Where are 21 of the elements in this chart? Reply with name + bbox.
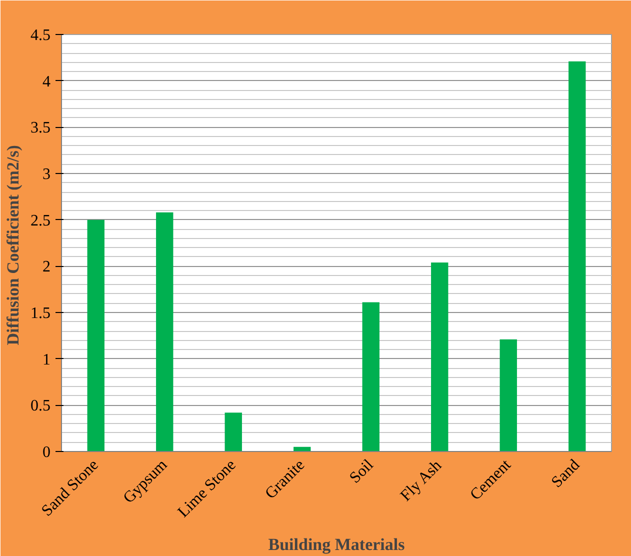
y-tick-label: 4.5 xyxy=(30,27,50,44)
y-tick-label: 1.5 xyxy=(30,305,50,322)
y-tick-label: 2.5 xyxy=(30,212,50,230)
x-tick-label: Fly Ash xyxy=(397,457,446,505)
bar xyxy=(224,412,242,452)
y-axis-title: Diffusion Coefficient (m2/s) xyxy=(4,145,22,346)
y-tick-label: 1 xyxy=(42,351,50,368)
y-tick-label: 0.5 xyxy=(30,398,50,415)
bar xyxy=(87,220,104,452)
y-tick-label: 4 xyxy=(42,73,50,90)
bar xyxy=(500,339,517,452)
bar xyxy=(568,61,586,452)
y-tick-label: 0 xyxy=(42,444,50,461)
y-tick-label: 3.5 xyxy=(30,120,50,137)
y-tick-label: 2 xyxy=(42,258,50,276)
y-tick-label: 3 xyxy=(42,166,50,183)
bar xyxy=(362,302,380,452)
bar xyxy=(431,262,448,452)
bar xyxy=(156,212,174,452)
x-tick-label: Soil xyxy=(346,456,378,487)
x-axis-title: Building Materials xyxy=(268,534,406,554)
